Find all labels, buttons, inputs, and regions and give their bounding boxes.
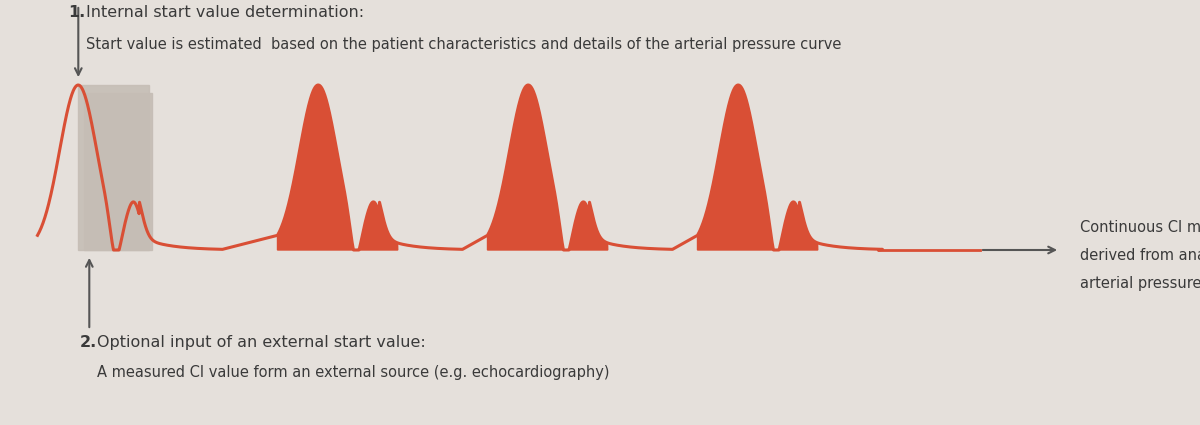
Polygon shape (277, 85, 397, 250)
Polygon shape (78, 85, 149, 250)
Text: derived from analysis of the: derived from analysis of the (1080, 248, 1200, 263)
Text: 2.: 2. (79, 335, 96, 350)
Polygon shape (84, 93, 152, 250)
Text: Internal start value determination:: Internal start value determination: (86, 5, 365, 20)
Text: Start value is estimated  based on the patient characteristics and details of th: Start value is estimated based on the pa… (86, 37, 841, 52)
Text: arterial pressure curve: arterial pressure curve (1080, 276, 1200, 291)
Polygon shape (487, 85, 607, 250)
Text: 1.: 1. (68, 5, 85, 20)
Polygon shape (697, 85, 817, 250)
Text: Continuous CI measurement: Continuous CI measurement (1080, 220, 1200, 235)
Text: A measured CI value form an external source (e.g. echocardiography): A measured CI value form an external sou… (97, 365, 610, 380)
Text: Optional input of an external start value:: Optional input of an external start valu… (97, 335, 426, 350)
